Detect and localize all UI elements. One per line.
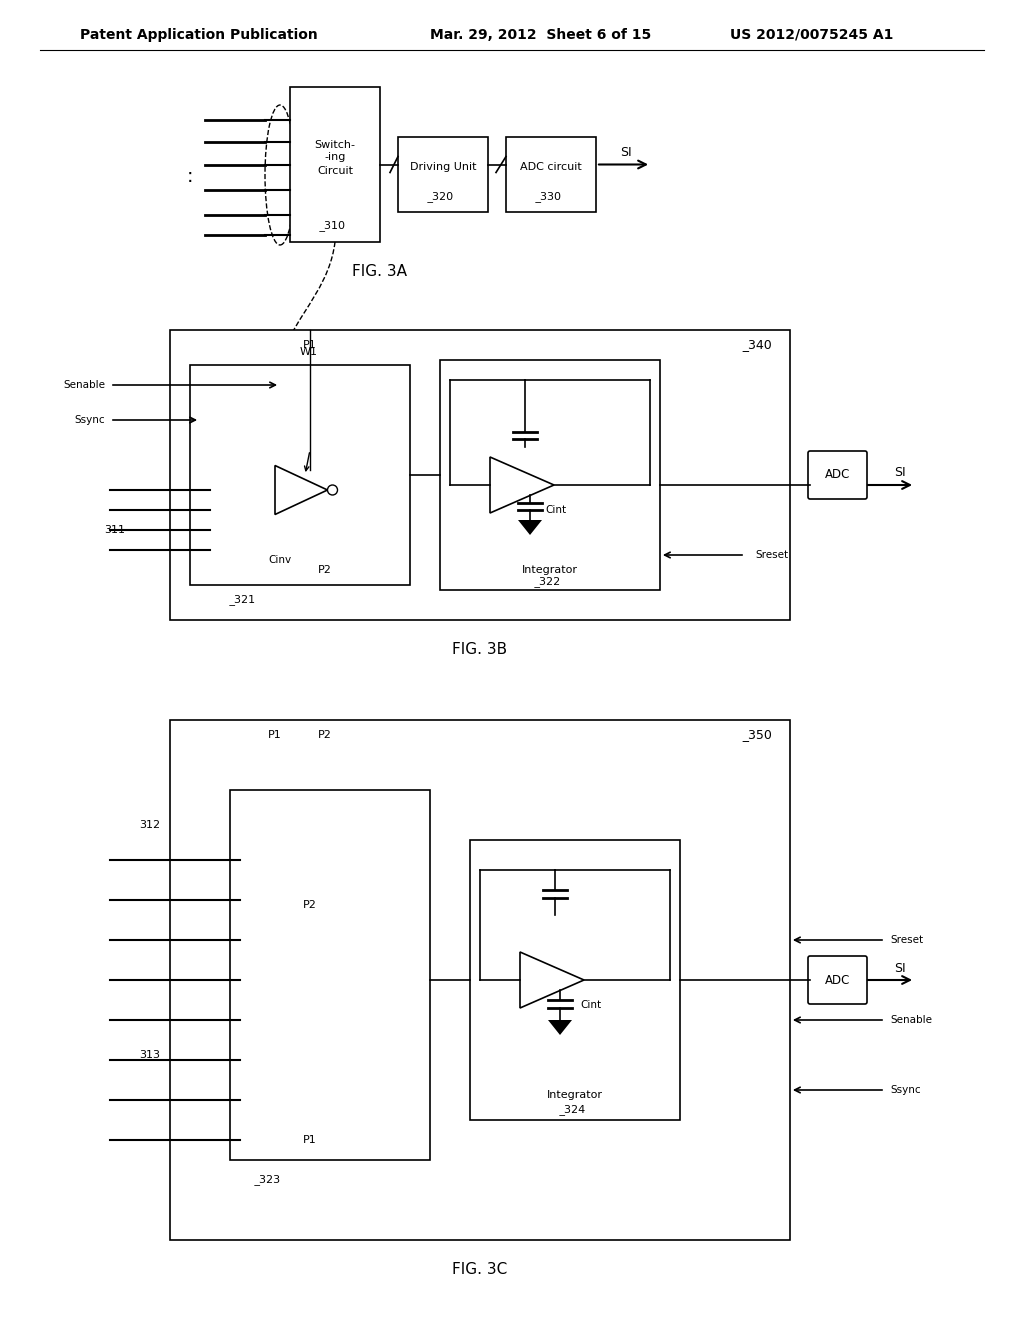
Text: ̲320: ̲320 [432,191,454,202]
Text: W1: W1 [300,347,318,356]
Text: P1: P1 [268,730,282,741]
Text: Senable: Senable [63,380,105,389]
Bar [290,87,380,242]
Text: Driving Unit: Driving Unit [410,162,476,173]
Bar [170,330,790,620]
FancyBboxPatch shape [808,451,867,499]
Bar [506,137,596,213]
Text: P2: P2 [318,565,332,576]
Text: Senable: Senable [890,1015,932,1026]
Bar [230,789,430,1160]
Text: Patent Application Publication: Patent Application Publication [80,28,317,42]
Text: FIG. 3B: FIG. 3B [453,643,508,657]
Bar [440,360,660,590]
Text: ̲323: ̲323 [259,1175,281,1185]
Polygon shape [548,1020,572,1035]
FancyBboxPatch shape [808,956,867,1005]
Text: SI: SI [894,466,906,479]
Text: ̲340: ̲340 [749,338,772,351]
Text: Sreset: Sreset [755,550,788,560]
Text: ̲324: ̲324 [564,1105,586,1115]
Text: ADC circuit: ADC circuit [520,162,582,173]
Text: P1: P1 [303,341,316,350]
Text: Ssync: Ssync [75,414,105,425]
Text: ̲321: ̲321 [234,594,256,606]
Text: Integrator: Integrator [522,565,578,576]
Text: ̲322: ̲322 [540,577,560,587]
Text: P2: P2 [318,730,332,741]
Text: Ssync: Ssync [890,1085,921,1096]
Text: US 2012/0075245 A1: US 2012/0075245 A1 [730,28,893,42]
Text: ADC: ADC [824,974,850,986]
Text: P2: P2 [303,900,317,909]
Text: FIG. 3A: FIG. 3A [352,264,408,280]
Text: Cinv: Cinv [268,554,292,565]
Text: ̲310: ̲310 [325,220,345,231]
Text: ADC: ADC [824,469,850,482]
Text: -ing: -ing [325,153,346,162]
Text: SI: SI [621,147,632,158]
Text: ̲330: ̲330 [541,191,561,202]
Text: 313: 313 [139,1049,161,1060]
Polygon shape [518,520,542,535]
Text: FIG. 3C: FIG. 3C [453,1262,508,1278]
Text: P1: P1 [303,1135,316,1144]
Text: Sreset: Sreset [890,935,923,945]
Bar [470,840,680,1119]
Bar [170,719,790,1239]
Bar [190,366,410,585]
Text: Circuit: Circuit [317,165,353,176]
Text: Cint: Cint [545,506,566,515]
Text: :: : [186,168,194,186]
Text: Integrator: Integrator [547,1090,603,1100]
Text: Switch-: Switch- [314,140,355,149]
Text: 311: 311 [104,525,126,535]
Bar [398,137,488,213]
Text: 312: 312 [139,820,161,830]
Text: SI: SI [894,961,906,974]
Text: Cint: Cint [580,1001,601,1010]
Text: Mar. 29, 2012  Sheet 6 of 15: Mar. 29, 2012 Sheet 6 of 15 [430,28,651,42]
Text: ̲350: ̲350 [749,729,772,742]
